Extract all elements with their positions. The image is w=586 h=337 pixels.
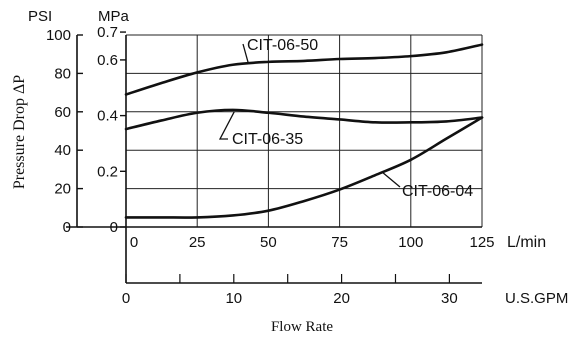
gpm-tick-label: 10 — [225, 290, 242, 307]
psi-unit-label: PSI — [28, 8, 52, 25]
lmin-tick-label: 25 — [189, 234, 206, 251]
callout-leader — [242, 43, 250, 64]
lmin-tick-label: 50 — [260, 234, 277, 251]
chart-labels: 0 20 40 60 80 100 0 0.2 0.4 0.6 0.7 0 25 50 75 100 125 0 1… — [46, 24, 495, 307]
gpm-tick-label: 0 — [122, 290, 130, 307]
callout-leader — [218, 111, 235, 140]
y-axis-title: Pressure Drop ΔP — [11, 75, 28, 189]
lmin-unit-label: L/min — [507, 234, 546, 251]
plot-grid — [126, 34, 483, 227]
mpa-tick-label: 0.4 — [97, 108, 118, 125]
mpa-tick-label: 0.2 — [97, 163, 118, 180]
series-label: CIT-06-04 — [402, 183, 473, 200]
lmin-tick-label: 75 — [331, 234, 348, 251]
mpa-tick-label: 0.6 — [97, 52, 118, 69]
lmin-tick-label: 100 — [398, 234, 423, 251]
psi-tick-label: 80 — [54, 65, 71, 82]
gpm-tick-label: 20 — [333, 290, 350, 307]
gpm-tick-label: 30 — [441, 290, 458, 307]
chart-axes — [66, 31, 482, 284]
psi-tick-label: 0 — [63, 219, 71, 236]
series-line-cit-06-50 — [124, 43, 484, 96]
x-axis-title: Flow Rate — [271, 319, 333, 335]
psi-tick-label: 40 — [54, 142, 71, 159]
series-label: CIT-06-35 — [232, 131, 303, 148]
mpa-unit-label: MPa — [98, 8, 130, 25]
psi-tick-label: 100 — [46, 27, 71, 44]
mpa-tick-label: 0 — [110, 219, 118, 236]
data-series — [124, 43, 484, 219]
lmin-tick-label: 125 — [469, 234, 494, 251]
callout-leader — [381, 171, 401, 188]
series-label: CIT-06-50 — [247, 37, 318, 54]
series-line-cit-06-35 — [124, 108, 484, 131]
psi-tick-label: 60 — [54, 104, 71, 121]
series-line-cit-06-04 — [124, 116, 484, 219]
gpm-unit-label: U.S.GPM — [505, 290, 568, 307]
mpa-tick-label: 0.7 — [97, 24, 118, 41]
psi-tick-label: 20 — [54, 181, 71, 198]
lmin-tick-label: 0 — [130, 234, 138, 251]
